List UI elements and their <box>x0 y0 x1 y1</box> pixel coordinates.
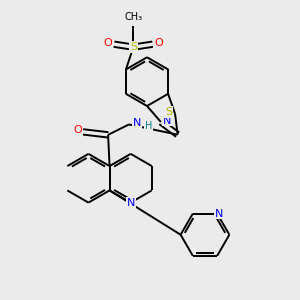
Text: O: O <box>104 38 112 48</box>
Text: CH₃: CH₃ <box>124 12 142 22</box>
Text: N: N <box>127 198 135 208</box>
Text: S: S <box>130 42 137 52</box>
Text: S: S <box>165 107 172 117</box>
Text: H: H <box>145 121 152 131</box>
Text: O: O <box>73 125 82 135</box>
Text: N: N <box>163 116 172 125</box>
Text: N: N <box>214 208 223 219</box>
Text: N: N <box>133 118 141 128</box>
Text: O: O <box>154 38 163 48</box>
